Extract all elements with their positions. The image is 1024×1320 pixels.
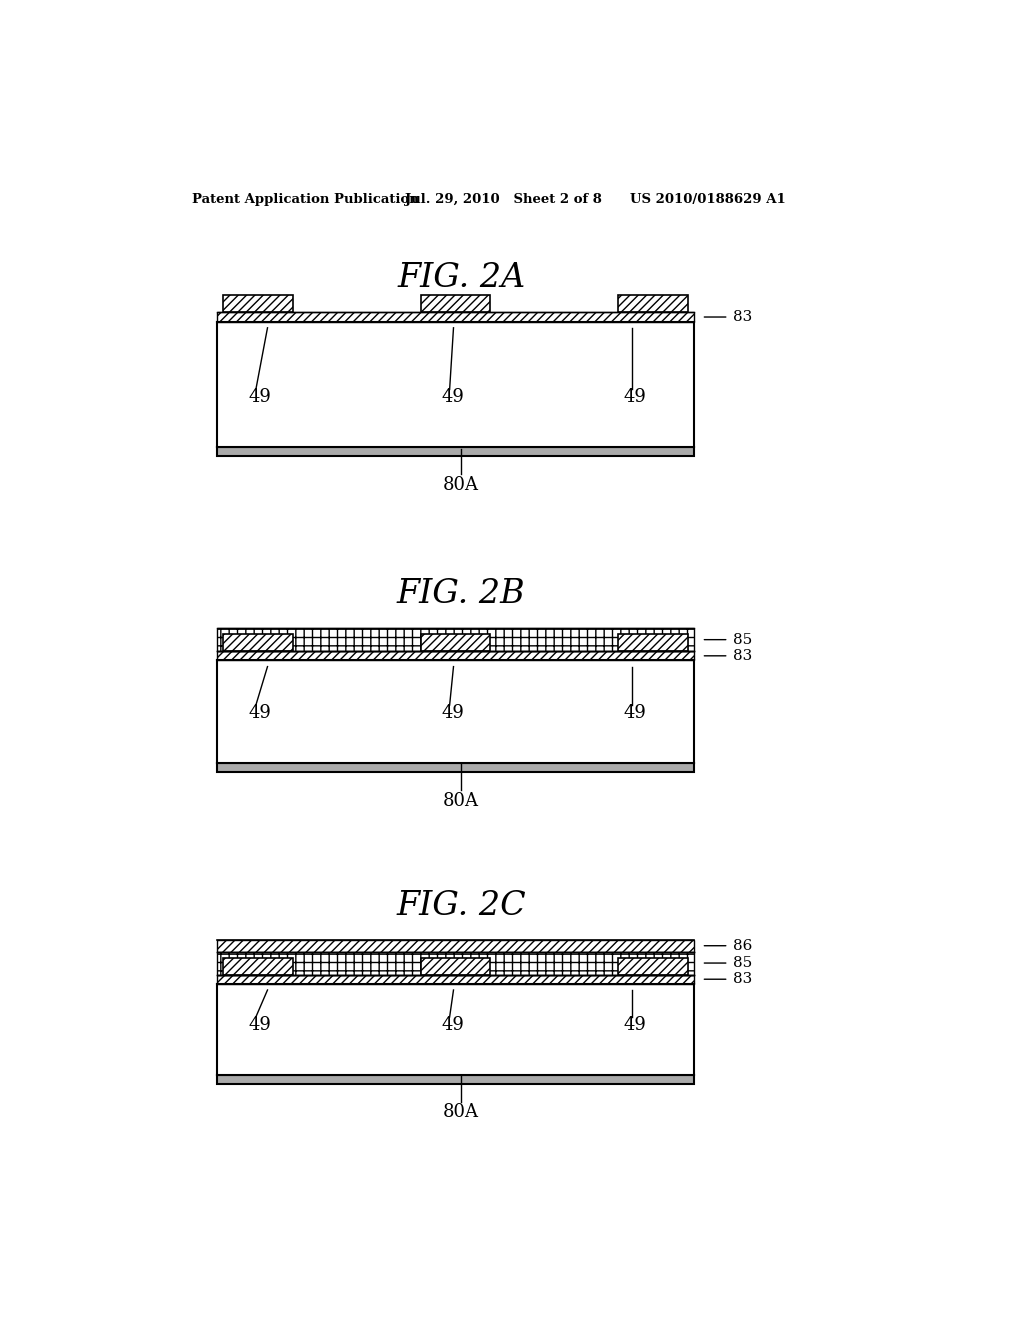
Bar xyxy=(217,940,693,952)
Bar xyxy=(217,628,693,651)
Bar xyxy=(218,322,692,447)
Bar xyxy=(217,447,693,457)
Text: 80A: 80A xyxy=(443,477,479,494)
Bar xyxy=(617,296,687,313)
Text: 49: 49 xyxy=(442,704,465,722)
Bar xyxy=(421,635,490,651)
Bar xyxy=(217,952,693,974)
Bar xyxy=(223,958,293,974)
Bar xyxy=(217,763,693,772)
Bar xyxy=(421,635,490,651)
Text: Jul. 29, 2010   Sheet 2 of 8: Jul. 29, 2010 Sheet 2 of 8 xyxy=(406,193,602,206)
Bar xyxy=(421,296,490,313)
Bar xyxy=(223,296,293,313)
Bar xyxy=(218,660,692,763)
Bar xyxy=(223,958,293,974)
Bar xyxy=(617,635,687,651)
Bar xyxy=(217,1074,693,1084)
Bar xyxy=(218,983,692,1074)
Text: 49: 49 xyxy=(624,1015,647,1034)
Text: 80A: 80A xyxy=(443,792,479,809)
Text: 86: 86 xyxy=(732,939,752,953)
Bar xyxy=(217,313,693,322)
Text: 49: 49 xyxy=(248,704,271,722)
Bar xyxy=(617,635,687,651)
Bar xyxy=(421,958,490,974)
Text: 49: 49 xyxy=(248,1015,271,1034)
Text: 49: 49 xyxy=(248,388,271,407)
Bar xyxy=(217,974,693,983)
Text: 49: 49 xyxy=(442,388,465,407)
Text: FIG. 2B: FIG. 2B xyxy=(397,578,525,610)
Text: 83: 83 xyxy=(732,973,752,986)
Bar xyxy=(223,635,293,651)
Text: 83: 83 xyxy=(732,310,752,323)
Text: 49: 49 xyxy=(624,388,647,407)
Text: 85: 85 xyxy=(732,956,752,970)
Bar xyxy=(217,651,693,660)
Bar xyxy=(421,958,490,974)
Text: Patent Application Publication: Patent Application Publication xyxy=(191,193,418,206)
Bar xyxy=(223,635,293,651)
Bar xyxy=(617,958,687,974)
Text: 49: 49 xyxy=(442,1015,465,1034)
Text: 85: 85 xyxy=(732,632,752,647)
Bar xyxy=(617,958,687,974)
Text: FIG. 2C: FIG. 2C xyxy=(396,890,526,921)
Text: 49: 49 xyxy=(624,704,647,722)
Text: US 2010/0188629 A1: US 2010/0188629 A1 xyxy=(630,193,786,206)
Text: 80A: 80A xyxy=(443,1104,479,1122)
Text: 83: 83 xyxy=(732,649,752,663)
Text: FIG. 2A: FIG. 2A xyxy=(397,263,525,294)
